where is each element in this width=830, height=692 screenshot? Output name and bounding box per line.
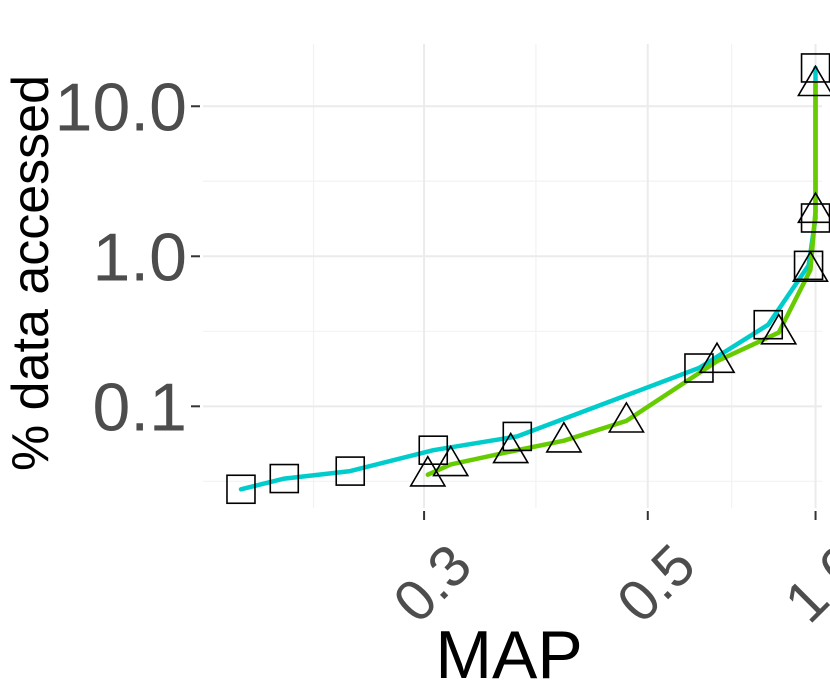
series-2-line [425, 82, 818, 477]
series-1-line [238, 65, 818, 492]
series-2-triangle-marker [545, 421, 583, 453]
series-2-triangle-marker [698, 341, 736, 374]
grid [203, 44, 822, 508]
series-2-triangle-marker [791, 250, 829, 283]
series-2-triangle-marker [760, 313, 798, 345]
x-tick-label: 0.5 [605, 532, 708, 635]
y-tick-label: 10.0 [55, 69, 187, 145]
x-axis-title: MAP [435, 617, 582, 692]
series-2-triangle-marker [797, 191, 830, 224]
axis-ticks [191, 105, 817, 520]
series-1-square-marker [269, 463, 300, 494]
tick-labels: 0.3 0.5 1.00.11.010.0 [55, 69, 830, 635]
series-1-square-marker [793, 250, 824, 281]
y-axis-title: % data accessed [2, 75, 60, 471]
series-1-square-marker [502, 421, 533, 452]
x-tick-label: 1.0 [773, 532, 830, 635]
series-lines [238, 65, 818, 492]
y-tick-label: 1.0 [92, 219, 187, 295]
series-1-square-marker [753, 309, 784, 340]
series-2-triangle-marker [432, 444, 470, 477]
series-2-triangle-marker [492, 431, 530, 464]
series-2-triangle-marker [607, 401, 645, 433]
series-markers [226, 53, 830, 505]
series-1-square-marker [226, 474, 256, 505]
series-2-triangle-marker [797, 64, 830, 97]
series-1-square-marker [418, 435, 449, 465]
series-1-square-marker [335, 456, 366, 486]
y-tick-label: 0.1 [92, 369, 187, 445]
series-1-square-marker [684, 353, 714, 383]
